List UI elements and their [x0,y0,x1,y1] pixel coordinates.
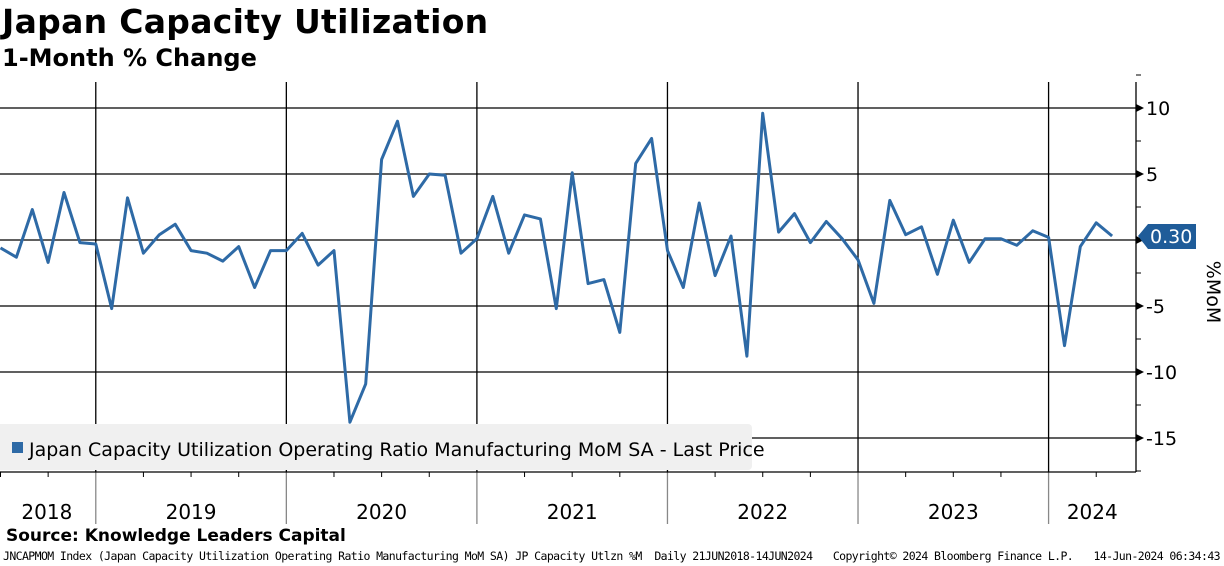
x-year-label: 2021 [547,500,598,524]
x-year-label: 2018 [21,500,72,524]
y-tick-label: -5 [1146,296,1165,318]
y-axis-label: %MoM [1202,261,1224,323]
y-tick-arrow [1136,368,1144,376]
chart-subtitle: 1-Month % Change [2,44,257,72]
x-year-label: 2020 [356,500,407,524]
x-year-label: 2023 [928,500,979,524]
y-tick-arrow [1136,236,1144,244]
footer: JNCAPMOM Index (Japan Capacity Utilizati… [3,549,1221,563]
x-year-label: 2022 [737,500,788,524]
y-tick-arrow [1136,170,1144,178]
legend: Japan Capacity Utilization Operating Rat… [0,424,765,470]
chart-title: Japan Capacity Utilization [2,2,489,41]
legend-background [0,424,752,470]
footer-copyright: Copyright© 2024 Bloomberg Finance L.P. [832,549,1074,563]
last-value-label: 0.30 [1138,224,1196,250]
last-value-badge [1138,224,1196,250]
y-tick-label: 10 [1146,98,1170,120]
footer-description: JNCAPMOM Index (Japan Capacity Utilizati… [3,549,813,563]
x-year-label: 2024 [1067,500,1118,524]
footer-timestamp: 14-Jun-2024 06:34:43 [1093,549,1221,563]
y-tick-arrow [1136,434,1144,442]
source-note: Source: Knowledge Leaders Capital [6,526,346,546]
y-tick-label: -10 [1146,362,1177,384]
y-tick-arrow [1136,104,1144,112]
legend-swatch [12,442,23,453]
legend-label: Japan Capacity Utilization Operating Rat… [28,439,765,461]
x-year-label: 2019 [166,500,217,524]
y-tick-label: 5 [1146,164,1158,186]
last-value-text: 0.30 [1150,226,1192,248]
chart-svg: Japan Capacity Utilization Operating Rat… [0,74,1224,524]
y-tick-arrow [1136,302,1144,310]
series-line [0,111,1114,424]
y-tick-label: -15 [1146,428,1177,450]
